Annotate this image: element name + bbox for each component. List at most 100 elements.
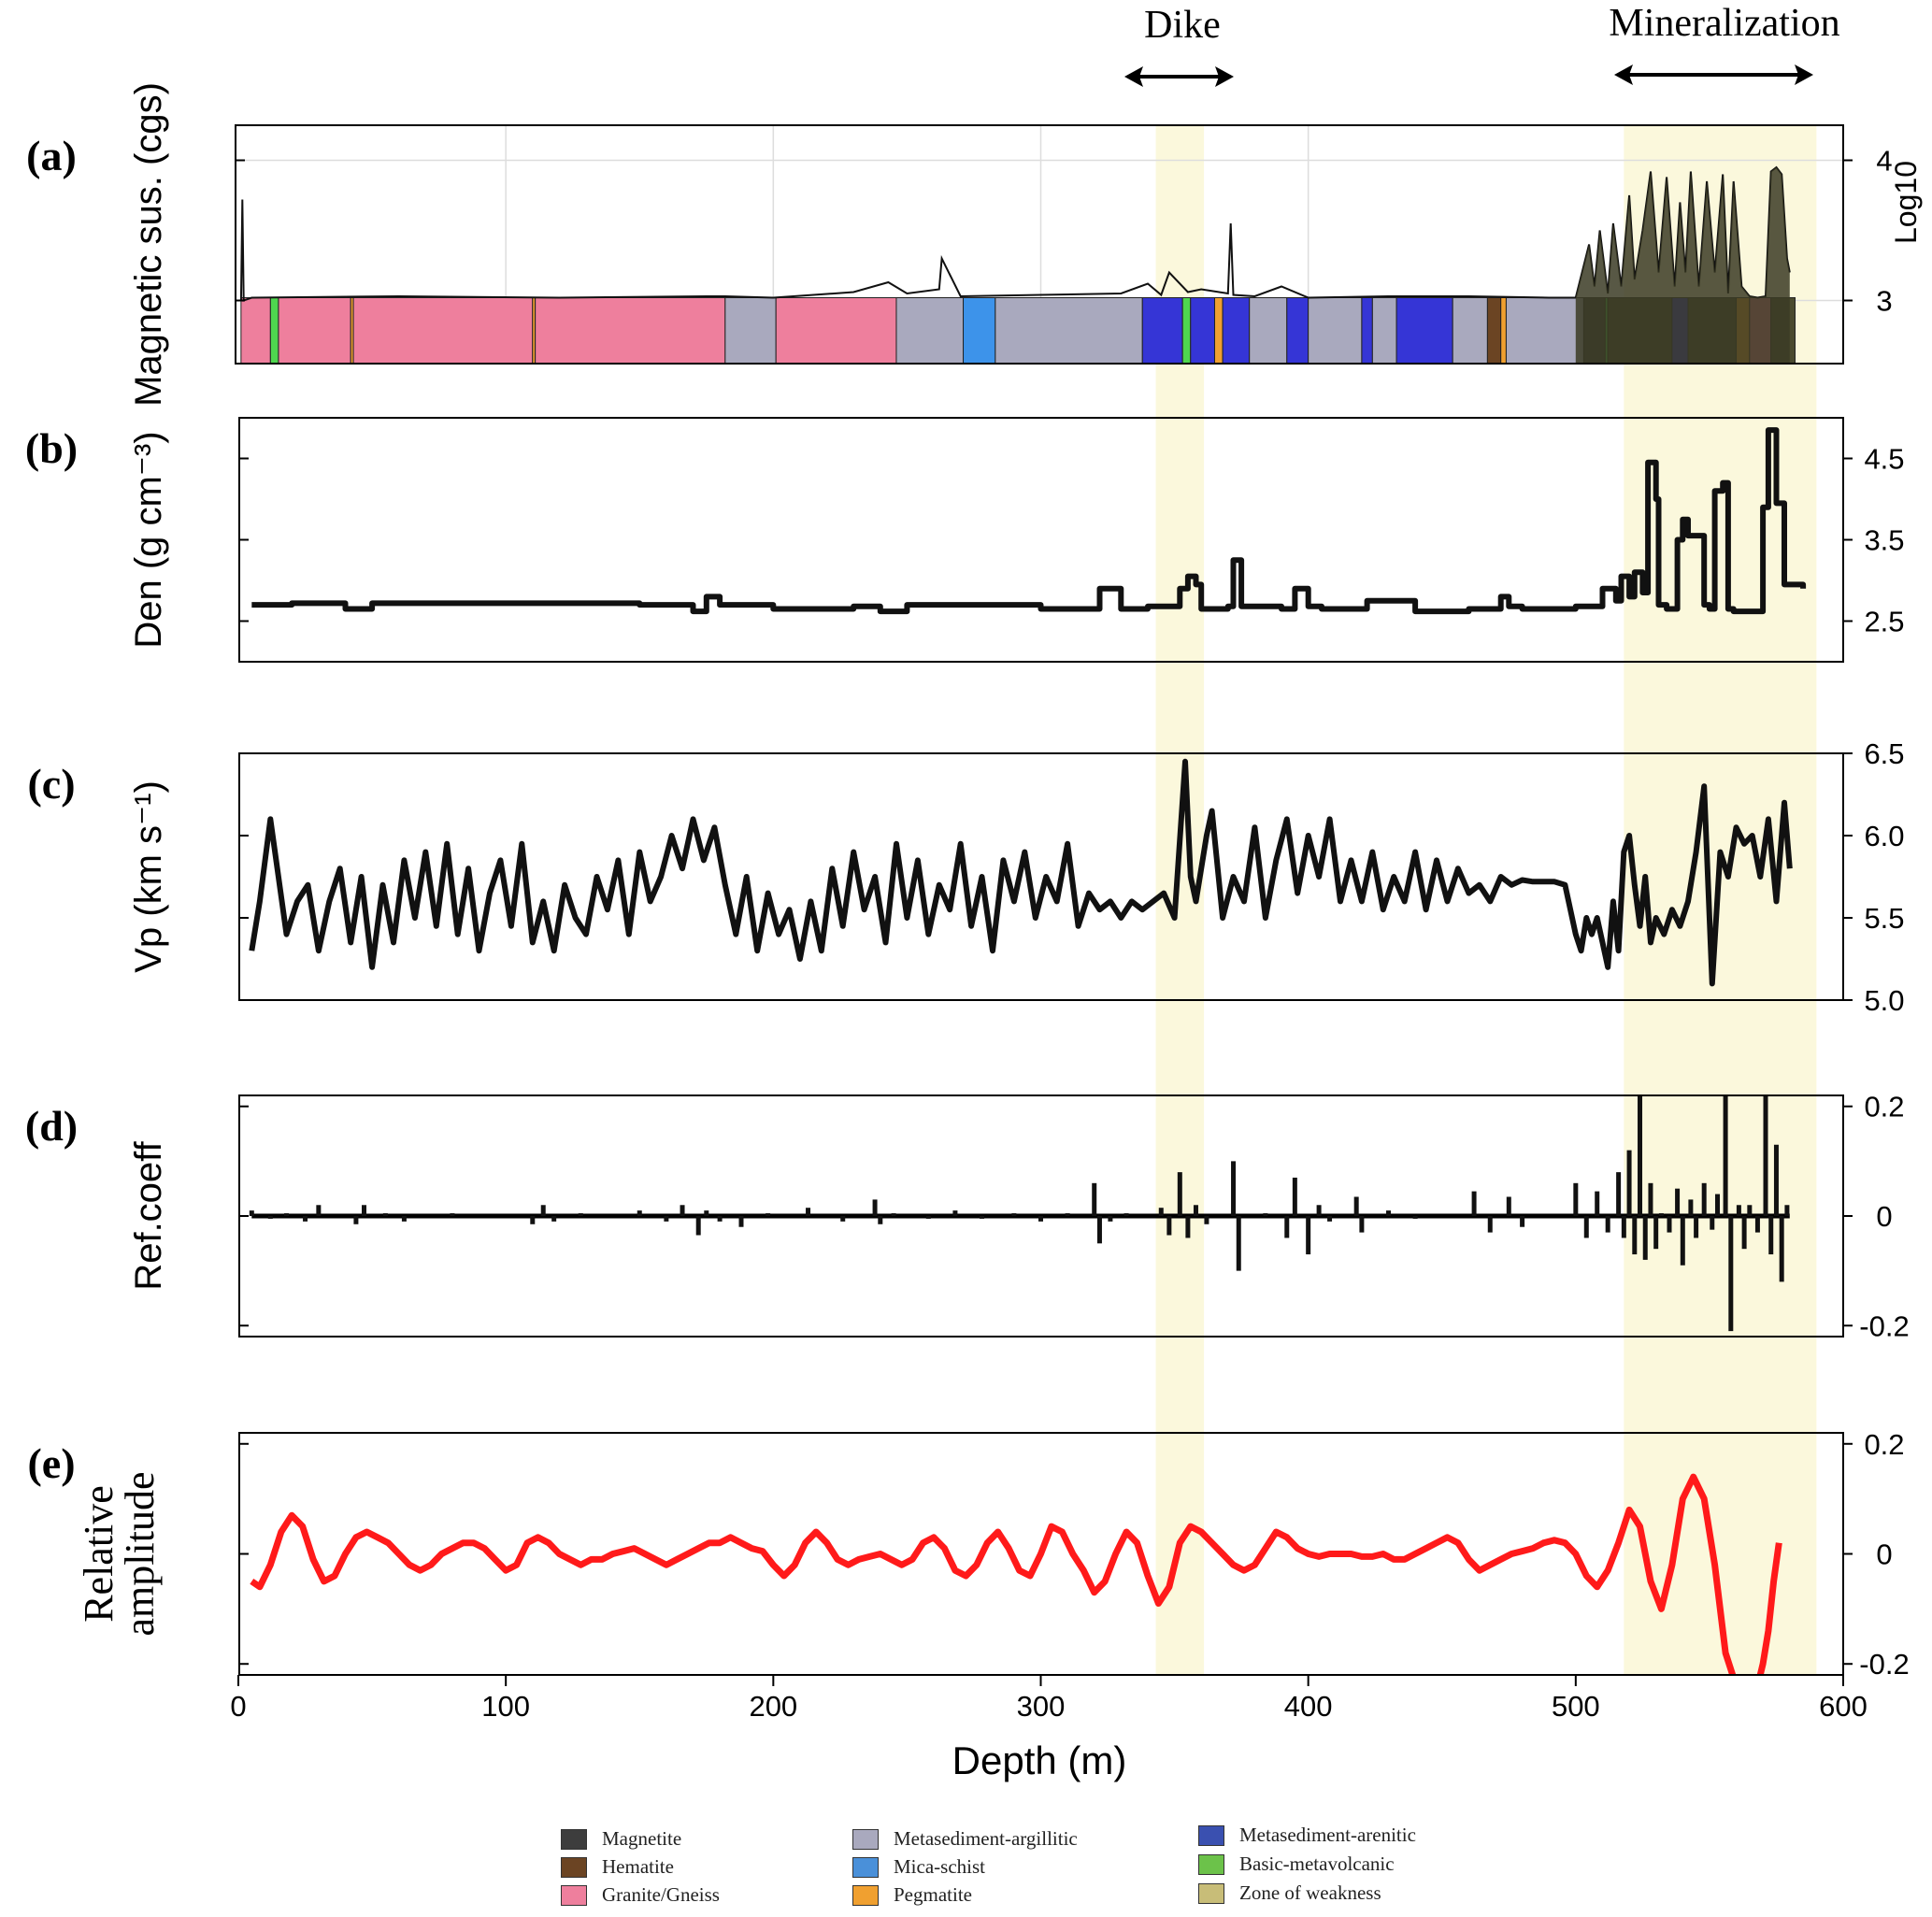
y-tick-label: 3.5 xyxy=(1864,524,1904,557)
lithology-interval xyxy=(724,297,777,364)
legend-label-zone-of-weakness: Zone of weakness xyxy=(1239,1881,1381,1904)
legend-swatch-zone-of-weakness xyxy=(1198,1882,1224,1904)
panel-1: 3 4 (a) Magnetic sus. (cgs) Log10 xyxy=(26,82,1923,407)
y-tick-label: 5.5 xyxy=(1864,902,1904,935)
legend-item-basic-metavolcanic: Basic-metavolcanic xyxy=(1198,1853,1395,1876)
legend-item-metasediment-argillitic: Metasediment-argillitic xyxy=(852,1827,1078,1851)
panel-frame xyxy=(238,752,1844,1001)
legend-item-zone-of-weakness: Zone of weakness xyxy=(1198,1881,1381,1905)
legend-swatch-basic-metavolcanic xyxy=(1198,1853,1224,1875)
y-tick-label: 0 xyxy=(1876,1200,1892,1233)
lithology-interval xyxy=(1452,297,1488,364)
mineralization-label: Mineralization xyxy=(1609,2,1839,45)
panel-letter: (a) xyxy=(26,132,77,179)
lithology-fill xyxy=(240,297,1796,364)
x-tick-label: 0 xyxy=(230,1690,246,1723)
panel-letter: (e) xyxy=(27,1439,75,1487)
lithology-interval xyxy=(1249,297,1288,364)
mineralization-band xyxy=(1624,125,1817,1675)
lithology-interval xyxy=(269,297,279,364)
lithology-legend: Magnetite Hematite Granite/Gneiss Metase… xyxy=(561,1824,1608,1907)
x-axis-label: Depth (m) xyxy=(952,1738,1127,1782)
refcoeff-spikes xyxy=(249,1095,1790,1332)
lithology-interval xyxy=(1222,297,1251,364)
lithology-interval xyxy=(775,297,897,364)
legend-item-granite-gneiss: Granite/Gneiss xyxy=(561,1883,720,1907)
panel-5: -0.2 0 0.2 (e)Relativeamplitude xyxy=(27,1428,1909,1681)
y-tick-label: 2.5 xyxy=(1864,606,1904,638)
y-axis-label: Den (g cm⁻³) xyxy=(128,431,169,648)
x-tick-label: 500 xyxy=(1552,1690,1600,1723)
legend-swatch-granite-gneiss xyxy=(561,1884,587,1906)
lithology-interval xyxy=(1486,297,1502,364)
lithology-interval xyxy=(1505,297,1584,364)
legend-swatch-magnetite xyxy=(561,1828,587,1850)
legend-label-metasediment-arenitic: Metasediment-arenitic xyxy=(1239,1824,1416,1846)
legend-label-granite-gneiss: Granite/Gneiss xyxy=(602,1883,720,1906)
y-tick-label: 4 xyxy=(1876,145,1892,178)
y-axis-label-line: Relative xyxy=(76,1485,122,1623)
susceptibility-spike-fill xyxy=(1575,167,1790,364)
y-axis-label-line: amplitude xyxy=(117,1472,163,1637)
y-tick-label: 0 xyxy=(1876,1538,1892,1571)
y-tick-label: 0.2 xyxy=(1864,1091,1904,1123)
lithology-interval xyxy=(1181,297,1192,364)
x-axis: 0 100 200 300 400 500 600 Depth (m) xyxy=(230,1675,1868,1782)
right-axis-label: Log10 xyxy=(1889,161,1923,244)
panel-frame xyxy=(238,417,1844,663)
legend-label-basic-metavolcanic: Basic-metavolcanic xyxy=(1239,1853,1395,1875)
density-line xyxy=(251,427,1807,615)
lithology-interval xyxy=(995,297,1143,364)
y-tick-label: 6.0 xyxy=(1864,820,1904,852)
amplitude-line xyxy=(250,1473,1782,1675)
mineralization-arrow-head-left xyxy=(1614,64,1633,85)
y-tick-label: 6.5 xyxy=(1864,737,1904,770)
lithology-interval xyxy=(1190,297,1216,364)
panel-letter: (c) xyxy=(27,760,75,808)
y-tick-label: 3 xyxy=(1876,285,1892,318)
panel-letter: (d) xyxy=(25,1102,78,1150)
lithology-interval xyxy=(240,297,271,364)
lithology-interval xyxy=(352,297,534,364)
lithology-interval xyxy=(963,297,996,364)
legend-label-hematite: Hematite xyxy=(602,1855,674,1878)
lithology-interval xyxy=(278,297,351,364)
lithology-interval xyxy=(1286,297,1309,364)
dike-arrow-head-left xyxy=(1124,66,1143,87)
lithology-interval xyxy=(1395,297,1453,364)
y-axis-label: Vp (km s⁻¹) xyxy=(128,780,169,973)
lithology-interval xyxy=(1361,297,1373,364)
legend-item-hematite: Hematite xyxy=(561,1855,674,1879)
y-tick-label: -0.2 xyxy=(1859,1648,1909,1681)
lithology-interval xyxy=(1371,297,1397,364)
lithology-interval xyxy=(1500,297,1507,364)
y-tick-label: -0.2 xyxy=(1859,1309,1909,1342)
panel-4: -0.2 0 0.2 (d) Ref.coeff xyxy=(25,1091,1910,1343)
vp-line xyxy=(249,758,1793,987)
legend-swatch-metasediment-argillitic xyxy=(852,1828,879,1850)
lithology-interval xyxy=(1308,297,1363,364)
dike-arrow-head-right xyxy=(1215,66,1234,87)
legend-item-metasediment-arenitic: Metasediment-arenitic xyxy=(1198,1824,1416,1847)
legend-swatch-hematite xyxy=(561,1856,587,1878)
y-axis-label: Ref.coeff xyxy=(128,1140,169,1290)
x-tick-label: 300 xyxy=(1017,1690,1066,1723)
panel-letter: (b) xyxy=(25,424,78,472)
y-tick-label: 5.0 xyxy=(1864,984,1904,1017)
legend-item-mica-schist: Mica-schist xyxy=(852,1855,985,1879)
lithology-interval xyxy=(1214,297,1224,364)
lithology-interval xyxy=(535,297,726,364)
legend-swatch-pegmatite xyxy=(852,1884,879,1906)
legend-label-magnetite: Magnetite xyxy=(602,1827,682,1850)
x-tick-label: 200 xyxy=(749,1690,797,1723)
legend-swatch-metasediment-arenitic xyxy=(1198,1824,1224,1846)
legend-swatch-mica-schist xyxy=(852,1856,879,1878)
mineralization-arrow xyxy=(1614,64,1813,85)
y-axis-label: Relativeamplitude xyxy=(76,1472,163,1637)
y-axis-label: Magnetic sus. (cgs) xyxy=(128,82,169,407)
x-tick-label: 600 xyxy=(1819,1690,1868,1723)
legend-item-pegmatite: Pegmatite xyxy=(852,1883,972,1907)
legend-label-metasediment-argillitic: Metasediment-argillitic xyxy=(894,1827,1078,1850)
dike-arrow xyxy=(1124,66,1234,87)
